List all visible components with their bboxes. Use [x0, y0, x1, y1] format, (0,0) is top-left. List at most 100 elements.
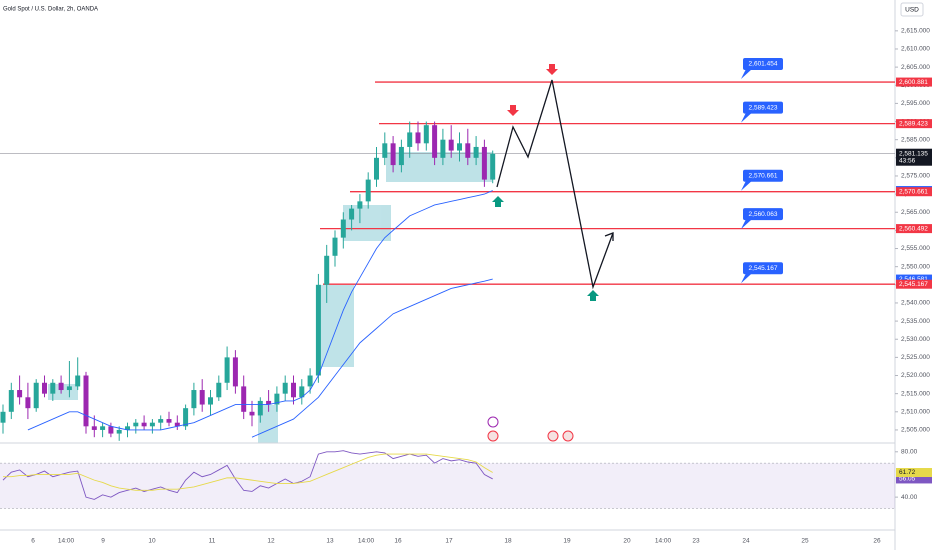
indicator-line — [3, 453, 493, 491]
candle-body — [83, 375, 89, 427]
callout-label: 2,545.167 — [749, 265, 778, 272]
x-tick-label: 19 — [563, 538, 571, 545]
level-price-label-bg — [896, 77, 932, 87]
callout-box — [743, 57, 783, 70]
x-tick-label: 17 — [445, 538, 453, 545]
x-tick-label: 25 — [801, 538, 809, 545]
x-tick-label: 24 — [742, 538, 750, 545]
x-tick-label: 13 — [326, 538, 334, 545]
level-price-label-bg — [896, 119, 932, 129]
x-tick-label: 14:00 — [655, 538, 672, 545]
candle-body — [224, 357, 230, 383]
candle-body — [75, 375, 81, 387]
indicator-line — [27, 190, 493, 431]
candle-body — [415, 132, 421, 144]
rsi-value-label: 61.72 — [899, 469, 916, 476]
rsi-band — [0, 463, 895, 509]
candle-body — [8, 390, 14, 412]
y-tick-label: 2,555.000 — [901, 245, 930, 252]
candle-body — [382, 143, 388, 158]
level-price-label: 2,589.423 — [899, 120, 928, 127]
candle-body — [158, 419, 164, 423]
y-tick-label: 2,610.000 — [901, 46, 930, 53]
y-tick-label: 2,535.000 — [901, 318, 930, 325]
rsi-value-label-bg — [896, 474, 932, 484]
candle-body — [108, 426, 114, 434]
ma-price-label: 2,546.581 — [899, 276, 928, 283]
candle-body — [390, 143, 396, 166]
candle-body — [25, 397, 31, 409]
candle-body — [423, 125, 429, 144]
callout-tail — [741, 180, 752, 191]
y-tick-label: 40.00 — [901, 494, 918, 501]
candle-body — [282, 382, 288, 394]
candle-body — [266, 400, 272, 405]
currency[interactable]: USD — [905, 7, 919, 14]
rsi-value-label: 56.05 — [899, 476, 916, 483]
candle-body — [183, 408, 189, 427]
callout-box — [743, 208, 783, 221]
candle-body — [166, 419, 172, 423]
x-tick-label: 26 — [873, 538, 881, 545]
callout-tail — [741, 219, 752, 230]
candle-body — [340, 219, 346, 238]
y-tick-label: 2,505.000 — [901, 427, 930, 434]
candle-body — [66, 386, 72, 391]
x-tick-label: 12 — [267, 538, 275, 545]
countdown: 43:56 — [899, 157, 916, 164]
candle-body — [116, 429, 122, 434]
candle-body — [374, 157, 379, 180]
projection — [496, 79, 614, 290]
candle-body — [440, 139, 446, 158]
rsi-value-label-bg — [896, 468, 932, 478]
candle-body — [432, 125, 438, 158]
x-tick-label: 11 — [209, 538, 216, 545]
candle-body — [448, 139, 454, 151]
y-tick-label: 2,550.000 — [901, 263, 930, 270]
x-tick-label: 6 — [31, 538, 35, 545]
callout-label: 2,560.063 — [749, 211, 778, 218]
current-price-label: 2,581.135 — [899, 150, 928, 157]
y-tick-label: 2,530.000 — [901, 336, 930, 343]
y-tick-label: 2,615.000 — [901, 28, 930, 35]
candle-body — [241, 386, 247, 412]
candle-body — [33, 382, 39, 409]
currency-box[interactable] — [900, 2, 924, 17]
candle-body — [50, 382, 56, 394]
x-tick-label: 20 — [623, 538, 631, 545]
level-price-label: 2,545.167 — [899, 281, 928, 288]
candle-body — [473, 146, 479, 158]
candle-body — [42, 382, 47, 394]
y-tick-label: 2,540.000 — [901, 300, 930, 307]
callout-tail — [741, 68, 752, 79]
level-price-label-bg — [896, 187, 932, 197]
candle-body — [216, 382, 222, 398]
candle-body — [125, 426, 130, 430]
x-tick-label: 14:00 — [358, 538, 375, 545]
candle-body — [199, 390, 205, 405]
candle-body — [58, 382, 64, 391]
candle-body — [407, 132, 413, 147]
x-tick-label: 9 — [101, 538, 105, 545]
candle-body — [0, 411, 6, 423]
level-price-label-bg — [896, 224, 932, 234]
indicator-line — [251, 278, 493, 438]
candle-body — [208, 397, 213, 405]
candle-body — [299, 386, 305, 398]
candle-body — [315, 284, 321, 376]
callout-box — [743, 101, 783, 114]
y-tick-label: 2,520.000 — [901, 372, 930, 379]
candle-body — [17, 390, 23, 398]
y-tick-label: 80.00 — [901, 449, 918, 456]
event-icons — [487, 416, 574, 442]
callout-box — [743, 262, 783, 275]
x-tick-label: 14:00 — [58, 538, 75, 545]
candle-body — [357, 201, 363, 209]
y-tick-label: 2,585.000 — [901, 136, 930, 143]
callout-label: 2,570.661 — [749, 172, 778, 179]
candle-body — [490, 153, 496, 180]
signal-arrows — [492, 64, 599, 301]
candle-body — [481, 146, 487, 180]
